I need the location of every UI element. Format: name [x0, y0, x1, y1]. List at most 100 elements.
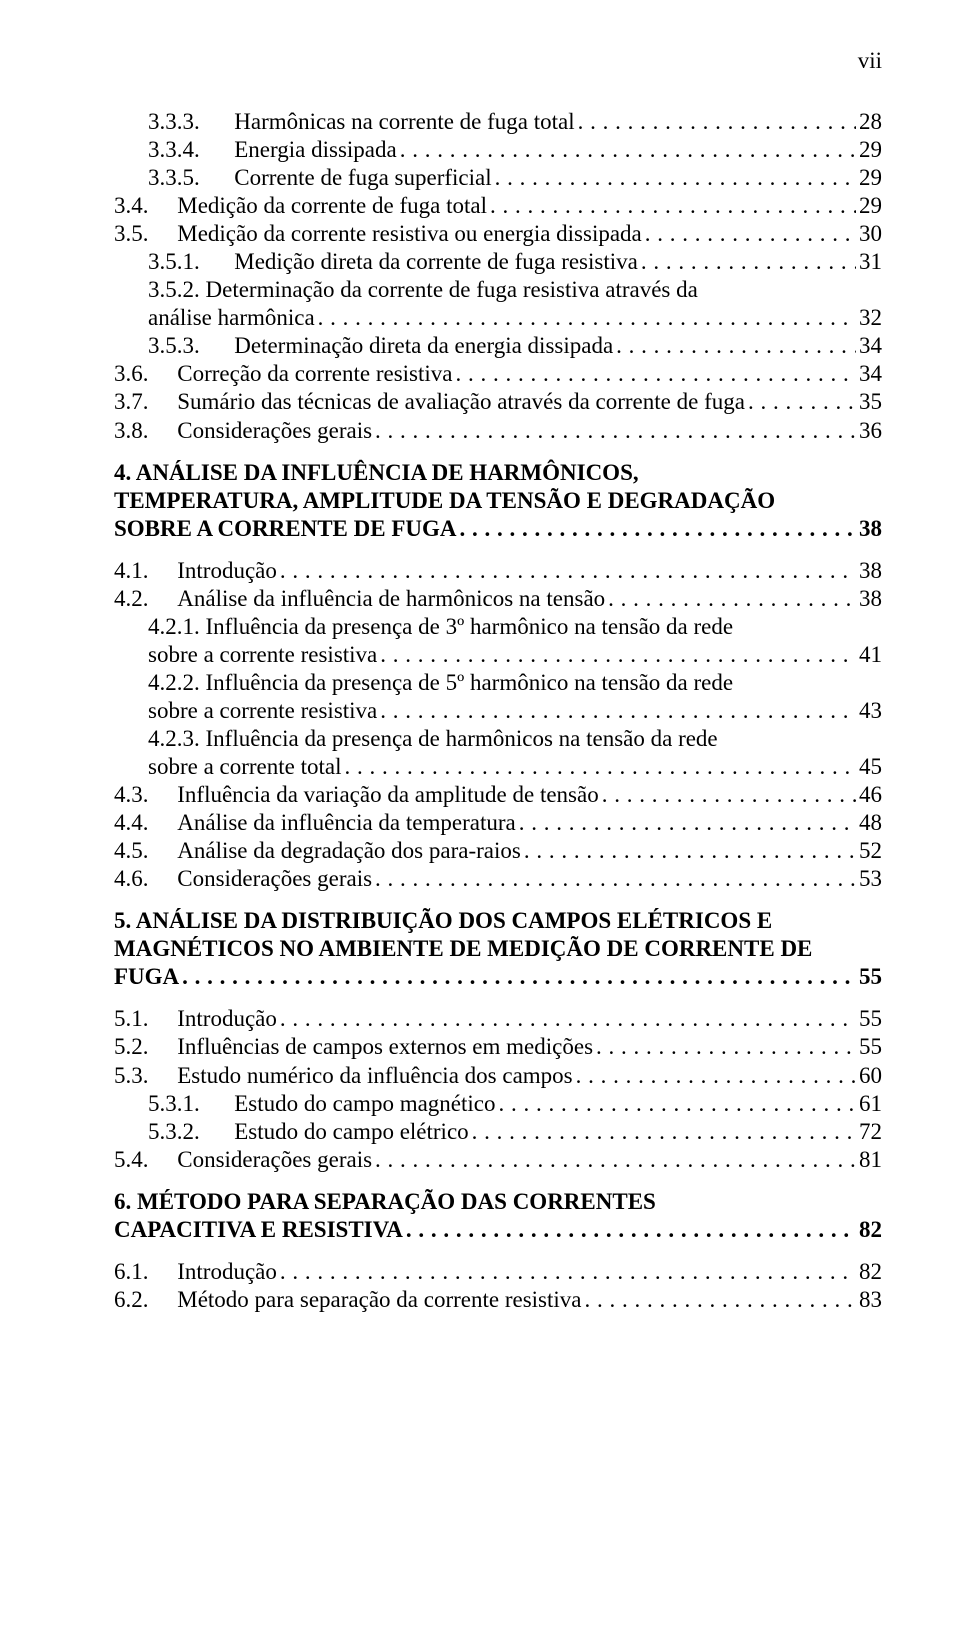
toc-leader-dots: . . . . . . . . . . . . . . . . . . . . … — [496, 1090, 857, 1118]
toc-leader-dots: . . . . . . . . . . . . . . . . . . . . … — [573, 1062, 856, 1090]
toc-leader-dots: . . . . . . . . . . . . . . . . . . . . … — [642, 220, 856, 248]
toc-entry-number: 6.1. — [114, 1258, 149, 1286]
toc-entry: 5.3. Estudo numérico da influência dos c… — [114, 1062, 882, 1090]
toc-entry: 3.6. Correção da corrente resistiva. . .… — [114, 360, 882, 388]
toc-entry-page: 34 — [856, 360, 882, 388]
toc-entry-tail: CAPACITIVA E RESISTIVA — [114, 1216, 403, 1244]
toc-entry-tail: sobre a corrente total — [148, 753, 342, 781]
toc-entry-title: Introdução — [177, 1005, 277, 1033]
toc-entry-last-line: análise harmônica. . . . . . . . . . . .… — [148, 304, 882, 332]
toc-entry-page: 38 — [856, 585, 882, 613]
toc-entry-multiline: 6. MÉTODO PARA SEPARAÇÃO DAS CORRENTESCA… — [114, 1188, 882, 1244]
toc-entry-page: 83 — [856, 1286, 882, 1314]
toc-entry-page: 55 — [856, 963, 882, 991]
toc-entry-page: 55 — [856, 1033, 882, 1061]
toc-entry: 5.3.2. Estudo do campo elétrico. . . . .… — [114, 1118, 882, 1146]
toc-leader-dots: . . . . . . . . . . . . . . . . . . . . … — [372, 417, 856, 445]
toc-entry-separator — [200, 164, 235, 192]
toc-entry-last-line: SOBRE A CORRENTE DE FUGA. . . . . . . . … — [114, 515, 882, 543]
toc-leader-dots: . . . . . . . . . . . . . . . . . . . . … — [581, 1286, 856, 1314]
toc-entry-multiline: 4. ANÁLISE DA INFLUÊNCIA DE HARMÔNICOS,T… — [114, 459, 882, 543]
toc-leader-dots: . . . . . . . . . . . . . . . . . . . . … — [638, 248, 856, 276]
toc-leader-dots: . . . . . . . . . . . . . . . . . . . . … — [372, 865, 856, 893]
toc-entry-page: 38 — [856, 515, 882, 543]
toc-entry-number: 5.3.2. — [148, 1118, 200, 1146]
toc-entry-line: 6. MÉTODO PARA SEPARAÇÃO DAS CORRENTES — [114, 1188, 882, 1216]
toc-leader-dots: . . . . . . . . . . . . . . . . . . . . … — [469, 1118, 856, 1146]
toc-leader-dots: . . . . . . . . . . . . . . . . . . . . … — [179, 963, 856, 991]
toc-entry-number: 3.3.5. — [148, 164, 200, 192]
toc-entry: 3.7. Sumário das técnicas de avaliação a… — [114, 388, 882, 416]
toc-entry-line: 3.5.2. Determinação da corrente de fuga … — [148, 276, 882, 304]
toc-entry-title: Análise da influência de harmônicos na t… — [177, 585, 605, 613]
toc-entry-separator — [149, 1033, 178, 1061]
toc-spacer — [114, 543, 882, 557]
toc-entry-number: 4.6. — [114, 865, 149, 893]
toc-entry-page: 55 — [856, 1005, 882, 1033]
toc-entry-page: 82 — [856, 1216, 882, 1244]
toc-entry-title: Energia dissipada — [234, 136, 396, 164]
toc-entry-last-line: FUGA. . . . . . . . . . . . . . . . . . … — [114, 963, 882, 991]
toc-entry-number: 4.3. — [114, 781, 149, 809]
toc-entry: 4.5. Análise da degradação dos para-raio… — [114, 837, 882, 865]
toc-spacer — [114, 445, 882, 459]
toc-entry-line: 4.2.2. Influência da presença de 5º harm… — [148, 669, 882, 697]
toc-entry-number: 3.3.3. — [148, 108, 200, 136]
toc-entry-separator — [149, 1258, 178, 1286]
toc-leader-dots: . . . . . . . . . . . . . . . . . . . . … — [277, 1005, 856, 1033]
toc-entry-multiline: 4.2.1. Influência da presença de 3º harm… — [114, 613, 882, 669]
toc-entry-number: 3.5.3. — [148, 332, 200, 360]
toc-leader-dots: . . . . . . . . . . . . . . . . . . . . … — [452, 360, 856, 388]
toc-entry-page: 43 — [856, 697, 882, 725]
toc-entry-title: Influência da variação da amplitude de t… — [177, 781, 598, 809]
toc-entry-number: 3.5.1. — [148, 248, 200, 276]
toc-entry-page: 32 — [856, 304, 882, 332]
toc-entry-separator — [149, 585, 178, 613]
toc-entry-page: 46 — [856, 781, 882, 809]
toc-leader-dots: . . . . . . . . . . . . . . . . . . . . … — [593, 1033, 856, 1061]
toc-entry-last-line: sobre a corrente resistiva. . . . . . . … — [148, 697, 882, 725]
toc-entry-line: 5. ANÁLISE DA DISTRIBUIÇÃO DOS CAMPOS EL… — [114, 907, 882, 935]
toc-entry-title: Considerações gerais — [177, 417, 372, 445]
toc-leader-dots: . . . . . . . . . . . . . . . . . . . . … — [315, 304, 856, 332]
toc-entry-number: 5.1. — [114, 1005, 149, 1033]
toc-entry: 4.1. Introdução. . . . . . . . . . . . .… — [114, 557, 882, 585]
toc-entry-line: 4. ANÁLISE DA INFLUÊNCIA DE HARMÔNICOS, — [114, 459, 882, 487]
toc-entry: 3.3.5. Corrente de fuga superficial. . .… — [114, 164, 882, 192]
toc-entry: 4.3. Influência da variação da amplitude… — [114, 781, 882, 809]
toc-entry-title: Medição direta da corrente de fuga resis… — [234, 248, 638, 276]
toc-entry-line: TEMPERATURA, AMPLITUDE DA TENSÃO E DEGRA… — [114, 487, 882, 515]
toc-leader-dots: . . . . . . . . . . . . . . . . . . . . … — [342, 753, 857, 781]
toc-leader-dots: . . . . . . . . . . . . . . . . . . . . … — [492, 164, 856, 192]
toc-entry: 5.1. Introdução. . . . . . . . . . . . .… — [114, 1005, 882, 1033]
toc-entry-number: 5.2. — [114, 1033, 149, 1061]
toc-entry-separator — [200, 1090, 235, 1118]
toc-entry-number: 4.1. — [114, 557, 149, 585]
toc-entry-separator — [149, 781, 178, 809]
toc-entry-separator — [200, 248, 235, 276]
toc-entry-separator — [149, 1062, 178, 1090]
toc-entry-separator — [149, 192, 178, 220]
toc-entry-title: Corrente de fuga superficial — [234, 164, 491, 192]
toc-entry: 6.1. Introdução. . . . . . . . . . . . .… — [114, 1258, 882, 1286]
toc-entry-title: Medição da corrente de fuga total — [177, 192, 487, 220]
toc-leader-dots: . . . . . . . . . . . . . . . . . . . . … — [277, 1258, 856, 1286]
toc-entry: 4.4. Análise da influência da temperatur… — [114, 809, 882, 837]
toc-entry-page: 29 — [856, 164, 882, 192]
toc-entry-title: Sumário das técnicas de avaliação atravé… — [177, 388, 745, 416]
toc-entry-separator — [149, 1146, 178, 1174]
toc-entry-line: 4.2.3. Influência da presença de harmôni… — [148, 725, 882, 753]
toc-spacer — [114, 991, 882, 1005]
toc-entry-title: Análise da degradação dos para-raios — [177, 837, 521, 865]
toc-entry-tail: sobre a corrente resistiva — [148, 697, 377, 725]
toc-leader-dots: . . . . . . . . . . . . . . . . . . . . … — [605, 585, 856, 613]
toc-entry-title: Correção da corrente resistiva — [177, 360, 452, 388]
toc-entry-title: Introdução — [177, 557, 277, 585]
table-of-contents: 3.3.3. Harmônicas na corrente de fuga to… — [114, 108, 882, 1314]
toc-entry-number: 3.3.4. — [148, 136, 200, 164]
toc-entry-number: 3.7. — [114, 388, 149, 416]
page-number-roman: vii — [858, 48, 882, 74]
toc-entry-title: Determinação direta da energia dissipada — [234, 332, 613, 360]
toc-entry-tail: FUGA — [114, 963, 179, 991]
toc-entry: 5.3.1. Estudo do campo magnético. . . . … — [114, 1090, 882, 1118]
